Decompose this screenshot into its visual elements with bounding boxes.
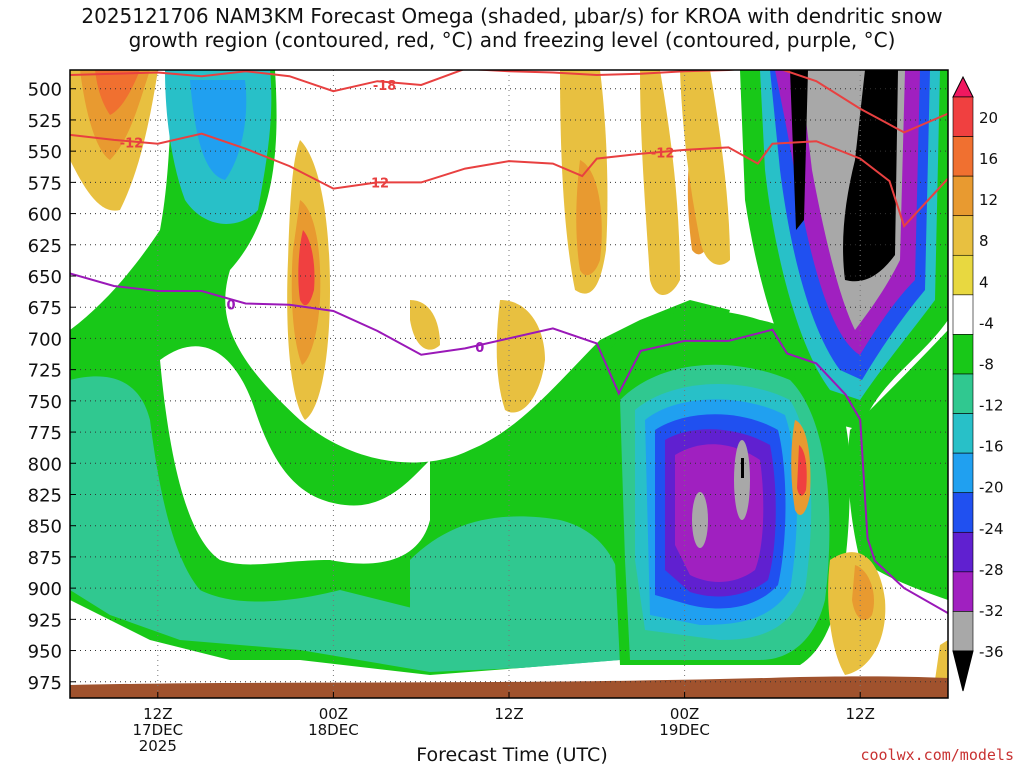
omega-region-teal-left [70, 376, 620, 672]
x-axis-label: Forecast Time (UTC) [416, 744, 608, 766]
y-tick-label: 700 [28, 329, 62, 350]
colorbar-label: -36 [979, 643, 1004, 661]
omega-region-yellow-center-2 [410, 300, 440, 350]
colorbar-swatch [952, 136, 974, 177]
x-tick-label: 12Z [143, 705, 172, 723]
colorbar-swatch [952, 334, 974, 375]
colorbar-swatch [952, 531, 974, 573]
x-tick-label: 12Z [846, 705, 875, 723]
omega-region-black-core [741, 458, 744, 478]
omega-region-red-dec18 [298, 230, 315, 306]
y-tick-label: 650 [28, 267, 62, 288]
contour-freezing_level_0C [70, 272, 948, 614]
contour-lines: -18 -12 -12 -12 0 0 [70, 70, 948, 614]
omega-region-yellow-center [496, 300, 545, 413]
chart-title-line-2: growth region (contoured, red, °C) and f… [128, 28, 896, 52]
colorbar-label: 12 [979, 191, 998, 209]
colorbar-label: -24 [979, 520, 1004, 538]
y-axis: 500 525 550 575 600 625 650 675 700 725 750 775 800 8… [28, 80, 76, 694]
x-tick-label: 19DEC [659, 721, 710, 739]
x-tick-label: 2025 [139, 737, 177, 755]
y-tick-label: 550 [28, 142, 62, 163]
y-tick-label: 625 [28, 236, 62, 257]
y-tick-label: 675 [28, 298, 62, 319]
contour-dgz_-12C_upper [70, 132, 948, 229]
omega-region-yellow-far-right [935, 640, 948, 680]
colorbar-swatch [952, 611, 974, 652]
colorbar-swatch [952, 373, 974, 414]
colorbar-swatch [952, 96, 974, 137]
omega-shading [70, 70, 948, 698]
contour-label-freezing_purple: 0 [226, 299, 235, 314]
colorbar-label: -28 [979, 561, 1004, 579]
omega-region-white-left [160, 346, 430, 565]
colorbar: 20 16 12 8 4 -4 -8 -12 -16 -20 -24 -28 -32 -36 [952, 75, 1004, 692]
y-tick-label: 875 [28, 548, 62, 569]
site-credit: coolwx.com/models [860, 746, 1014, 764]
omega-region-magenta-core [675, 444, 764, 582]
x-tick-label: 00Z [670, 705, 699, 723]
omega-region-red-top-left [95, 70, 140, 115]
contour-label-dgz_red: -18 [373, 79, 397, 94]
chart-title-line-1: 2025121706 NAM3KM Forecast Omega (shaded… [81, 4, 943, 28]
colorbar-label: 20 [979, 109, 998, 127]
omega-region-red-cell [797, 445, 807, 496]
omega-region-gray-core-right [734, 440, 750, 520]
x-tick-label: 17DEC [133, 721, 184, 739]
colorbar-label: 8 [979, 232, 989, 250]
omega-region-gray-core-left [692, 492, 708, 548]
colorbar-swatch [952, 215, 974, 256]
y-tick-label: 600 [28, 205, 62, 226]
contour-label-dgz_red: -12 [120, 136, 144, 151]
colorbar-swatch [952, 492, 974, 533]
colorbar-label: 4 [979, 273, 989, 291]
colorbar-label: -16 [979, 438, 1004, 456]
colorbar-swatch [952, 413, 974, 454]
x-tick-label: 18DEC [308, 721, 359, 739]
omega-region-teal-lower [410, 516, 625, 670]
omega-region-lightblue-upper [190, 80, 247, 180]
terrain-ground [70, 676, 948, 698]
omega-region-black-streak [790, 70, 808, 230]
contour-label-freezing_purple: 0 [475, 341, 484, 356]
y-tick-label: 525 [28, 111, 62, 132]
omega-region-orange-lower-right [852, 565, 875, 620]
y-tick-label: 750 [28, 392, 62, 413]
y-tick-label: 775 [28, 423, 62, 444]
colorbar-label: -32 [979, 602, 1004, 620]
x-tick-label: 12Z [494, 705, 523, 723]
y-tick-label: 575 [28, 173, 62, 194]
y-tick-label: 825 [28, 485, 62, 506]
y-tick-label: 925 [28, 610, 62, 631]
omega-region-yellow-mid-right [680, 70, 730, 265]
y-tick-label: 850 [28, 517, 62, 538]
y-tick-label: 950 [28, 642, 62, 663]
x-tick-label: 00Z [319, 705, 348, 723]
y-tick-label: 975 [28, 673, 62, 694]
colorbar-label: -20 [979, 479, 1004, 497]
colorbar-swatch [952, 571, 974, 612]
y-tick-label: 725 [28, 361, 62, 382]
colorbar-swatch [952, 650, 974, 692]
colorbar-swatch [952, 254, 974, 296]
contour-label-dgz_red: -12 [366, 176, 390, 191]
colorbar-swatch [952, 75, 974, 98]
colorbar-label: -12 [979, 397, 1004, 415]
colorbar-swatch [952, 294, 974, 335]
contour-dgz_-18C [70, 70, 948, 134]
colorbar-label: -8 [979, 355, 994, 373]
colorbar-label: -4 [979, 314, 994, 332]
colorbar-label: 16 [979, 150, 998, 168]
colorbar-swatch [952, 452, 974, 494]
y-tick-label: 800 [28, 454, 62, 475]
colorbar-swatch [952, 175, 974, 217]
omega-region-green-lower-right [848, 330, 948, 600]
y-tick-label: 500 [28, 80, 62, 101]
y-tick-label: 900 [28, 579, 62, 600]
omega-region-orange-mid-upper [576, 160, 602, 276]
contour-label-dgz_red: -12 [651, 146, 675, 161]
